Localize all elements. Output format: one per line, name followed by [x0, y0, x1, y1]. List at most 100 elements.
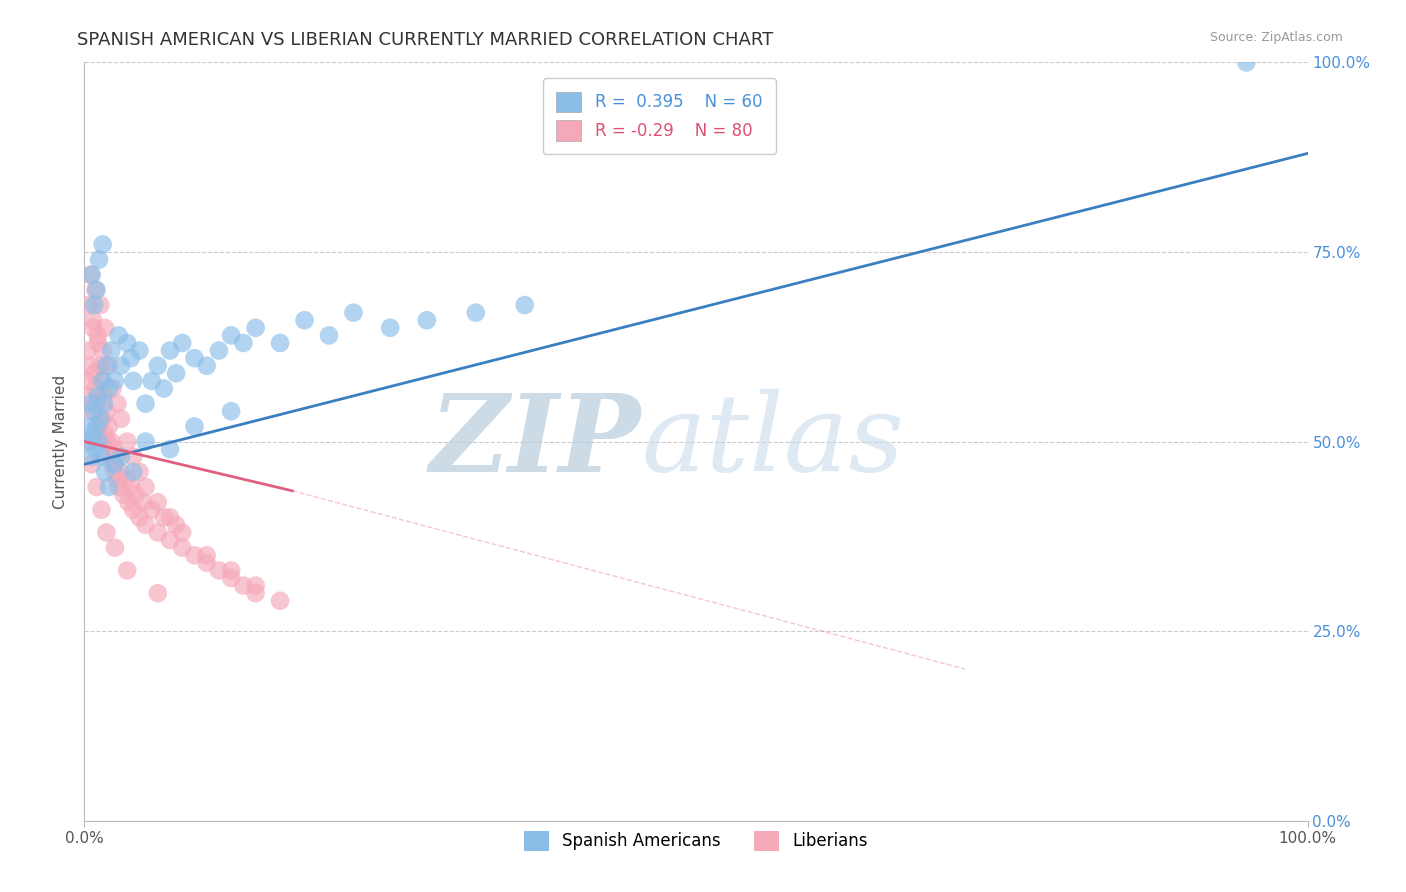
Point: [318, 328, 340, 343]
Point: [208, 343, 231, 358]
Point: [122, 374, 145, 388]
Point: [269, 594, 291, 608]
Point: [91, 343, 114, 358]
Point: [165, 517, 187, 532]
Point: [82, 320, 104, 334]
Point: [245, 320, 267, 334]
Point: [172, 335, 194, 350]
Point: [87, 252, 110, 267]
Point: [86, 480, 108, 494]
Point: [115, 434, 138, 449]
Point: [245, 579, 267, 593]
Point: [110, 412, 132, 426]
Point: [91, 237, 114, 252]
Point: [91, 412, 114, 426]
Point: [146, 359, 169, 373]
Point: [122, 450, 145, 464]
Point: [87, 389, 110, 403]
Point: [79, 268, 101, 282]
Point: [86, 283, 108, 297]
Point: [103, 442, 125, 457]
Point: [96, 359, 118, 373]
Point: [122, 465, 145, 479]
Point: [104, 458, 127, 472]
Point: [80, 458, 103, 472]
Point: [125, 487, 148, 501]
Legend: Spanish Americans, Liberians: Spanish Americans, Liberians: [517, 824, 875, 858]
Point: [86, 396, 108, 410]
Point: [77, 434, 100, 449]
Text: ZIP: ZIP: [430, 389, 641, 494]
Point: [342, 305, 364, 319]
Point: [79, 359, 101, 373]
Point: [77, 298, 100, 312]
Point: [122, 503, 145, 517]
Point: [183, 419, 205, 434]
Point: [416, 313, 439, 327]
Point: [219, 564, 242, 578]
Point: [79, 396, 101, 410]
Point: [219, 328, 242, 343]
Point: [80, 268, 103, 282]
Point: [195, 359, 218, 373]
Point: [80, 450, 103, 464]
Point: [146, 525, 169, 540]
Point: [77, 419, 100, 434]
Point: [232, 335, 254, 350]
Point: [1236, 55, 1258, 70]
Point: [84, 283, 107, 297]
Point: [232, 579, 254, 593]
Point: [269, 335, 291, 350]
Point: [94, 427, 117, 442]
Point: [101, 382, 124, 396]
Point: [107, 480, 129, 494]
Point: [105, 450, 128, 464]
Point: [172, 525, 194, 540]
Point: [245, 586, 267, 600]
Text: SPANISH AMERICAN VS LIBERIAN CURRENTLY MARRIED CORRELATION CHART: SPANISH AMERICAN VS LIBERIAN CURRENTLY M…: [77, 31, 773, 49]
Point: [104, 374, 127, 388]
Point: [107, 328, 129, 343]
Point: [91, 374, 114, 388]
Point: [153, 510, 176, 524]
Point: [80, 404, 103, 418]
Point: [380, 320, 402, 334]
Point: [93, 389, 115, 403]
Point: [82, 427, 104, 442]
Point: [294, 313, 316, 327]
Point: [141, 374, 163, 388]
Point: [83, 404, 105, 418]
Point: [128, 465, 150, 479]
Point: [135, 480, 157, 494]
Point: [89, 359, 111, 373]
Point: [87, 434, 110, 449]
Point: [96, 404, 118, 418]
Point: [135, 396, 157, 410]
Point: [110, 465, 132, 479]
Point: [83, 298, 105, 312]
Point: [97, 419, 120, 434]
Point: [172, 541, 194, 555]
Point: [141, 503, 163, 517]
Point: [115, 473, 138, 487]
Point: [87, 328, 110, 343]
Point: [159, 343, 181, 358]
Point: [77, 389, 100, 403]
Text: atlas: atlas: [641, 389, 904, 494]
Point: [104, 541, 127, 555]
Point: [77, 434, 100, 449]
Point: [90, 450, 112, 464]
Point: [101, 458, 124, 472]
Point: [128, 510, 150, 524]
Point: [117, 495, 139, 509]
Point: [135, 517, 157, 532]
Point: [76, 374, 98, 388]
Point: [97, 382, 120, 396]
Point: [183, 548, 205, 563]
Point: [82, 313, 104, 327]
Point: [89, 298, 111, 312]
Point: [100, 343, 122, 358]
Point: [110, 359, 132, 373]
Point: [195, 556, 218, 570]
Point: [93, 396, 115, 410]
